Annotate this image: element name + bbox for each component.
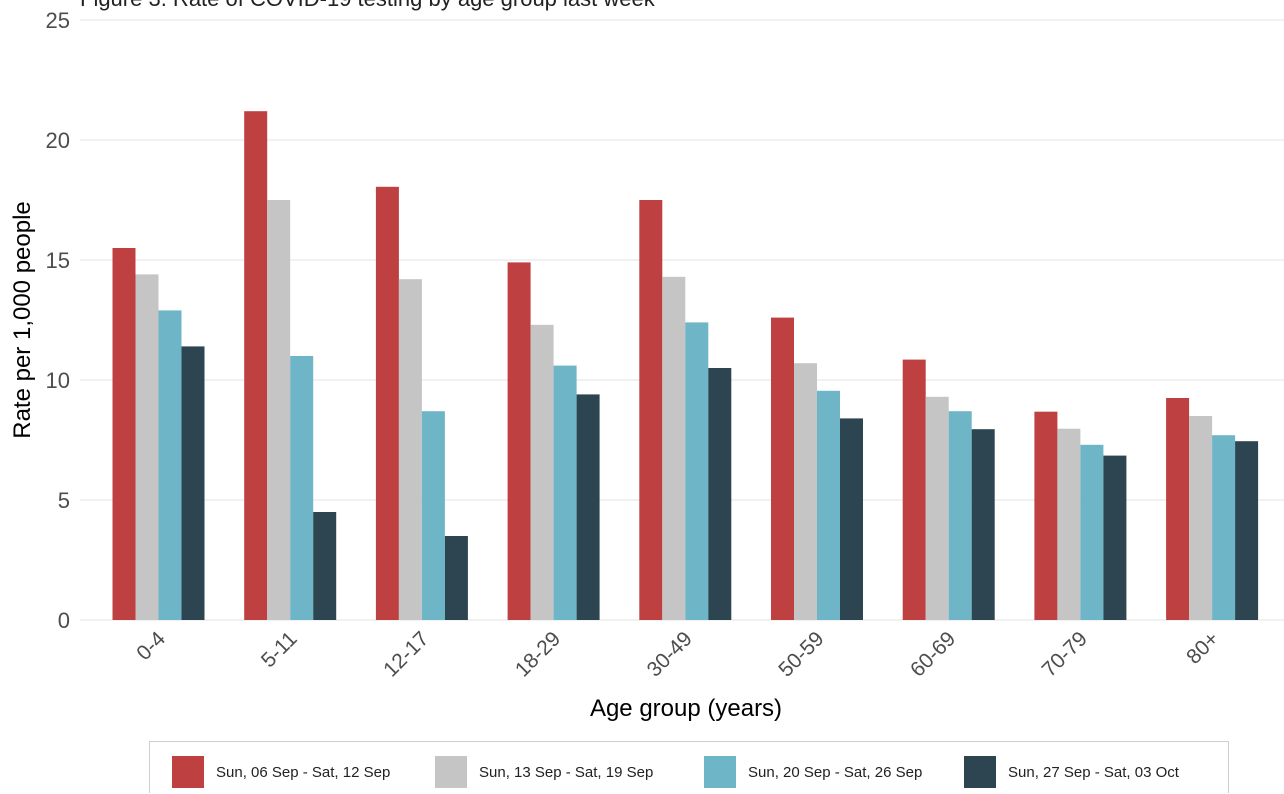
- bar: [267, 200, 291, 620]
- legend-label: Sun, 06 Sep - Sat, 12 Sep: [216, 763, 391, 781]
- bar: [1034, 411, 1058, 620]
- y-axis-label: Rate per 1,000 people: [9, 201, 36, 439]
- bar: [398, 279, 422, 620]
- chart-svg: 0 5 10 15 20 25 0-4 5-11 12-17 18-29 30-49 50-59 60…: [9, 8, 1284, 722]
- y-tick-label: 20: [46, 128, 70, 153]
- legend-label: Sun, 20 Sep - Sat, 26 Sep: [748, 763, 923, 781]
- x-tick-label: 0-4: [132, 627, 170, 665]
- x-tick-label: 50-59: [774, 627, 828, 681]
- x-tick-label: 30-49: [643, 627, 697, 681]
- bar: [1212, 435, 1236, 620]
- y-tick-label: 0: [58, 608, 70, 633]
- bar: [181, 346, 205, 620]
- legend-label: Sun, 27 Sep - Sat, 03 Oct: [1008, 763, 1179, 781]
- x-tick-label: 5-11: [257, 627, 302, 672]
- bar: [135, 274, 159, 620]
- bar: [1103, 455, 1127, 620]
- bar: [1189, 416, 1213, 620]
- y-tick-label: 5: [58, 488, 70, 513]
- bar: [158, 310, 182, 620]
- bars: [112, 111, 1259, 621]
- legend-item: Sun, 06 Sep - Sat, 12 Sep: [172, 756, 390, 788]
- bar: [244, 111, 268, 620]
- x-tick-label: 18-29: [511, 627, 565, 681]
- legend-label: Sun, 13 Sep - Sat, 19 Sep: [479, 763, 654, 781]
- bar: [948, 411, 972, 620]
- bar: [1080, 444, 1104, 620]
- chart-title: Figure 3. Rate of COVID-19 testing by ag…: [80, 0, 655, 12]
- bar: [794, 363, 817, 620]
- y-tick-label: 10: [46, 368, 70, 393]
- y-tick-label: 25: [46, 8, 70, 33]
- bar: [840, 418, 863, 620]
- bar: [925, 396, 949, 620]
- legend: Sun, 06 Sep - Sat, 12 Sep Sun, 13 Sep - …: [149, 741, 1229, 793]
- x-tick-labels: 0-4 5-11 12-17 18-29 30-49 50-59 60-69 70-79 80+: [132, 627, 1223, 681]
- legend-swatch: [704, 756, 736, 788]
- bar: [1166, 398, 1190, 620]
- bar: [421, 411, 445, 620]
- legend-item: Sun, 20 Sep - Sat, 26 Sep: [704, 756, 922, 788]
- bar: [112, 248, 136, 620]
- bar: [507, 262, 531, 620]
- bar: [902, 359, 926, 620]
- legend-item: Sun, 27 Sep - Sat, 03 Oct: [964, 756, 1179, 788]
- bar: [444, 536, 468, 620]
- legend-item: Sun, 13 Sep - Sat, 19 Sep: [435, 756, 653, 788]
- legend-swatch: [964, 756, 996, 788]
- bar: [685, 322, 709, 620]
- bar: [290, 356, 314, 620]
- x-tick-label: 70-79: [1038, 627, 1092, 681]
- bar: [817, 390, 840, 620]
- bar: [771, 317, 794, 620]
- bar: [553, 365, 577, 620]
- x-axis-label: Age group (years): [590, 695, 782, 722]
- y-tick-label: 15: [46, 248, 70, 273]
- bar: [375, 186, 399, 621]
- bar: [1235, 441, 1259, 620]
- bar: [639, 200, 663, 620]
- bar: [662, 276, 686, 620]
- x-tick-label: 80+: [1182, 627, 1223, 668]
- bar: [1057, 428, 1081, 620]
- bar: [971, 429, 995, 620]
- x-tick-label: 60-69: [906, 627, 960, 681]
- x-tick-label: 12-17: [379, 627, 433, 681]
- legend-swatch: [172, 756, 204, 788]
- bar: [576, 394, 600, 620]
- bar: [530, 324, 554, 620]
- legend-swatch: [435, 756, 467, 788]
- y-tick-labels: 0 5 10 15 20 25: [46, 8, 70, 633]
- bar: [708, 368, 732, 620]
- bar: [313, 512, 337, 620]
